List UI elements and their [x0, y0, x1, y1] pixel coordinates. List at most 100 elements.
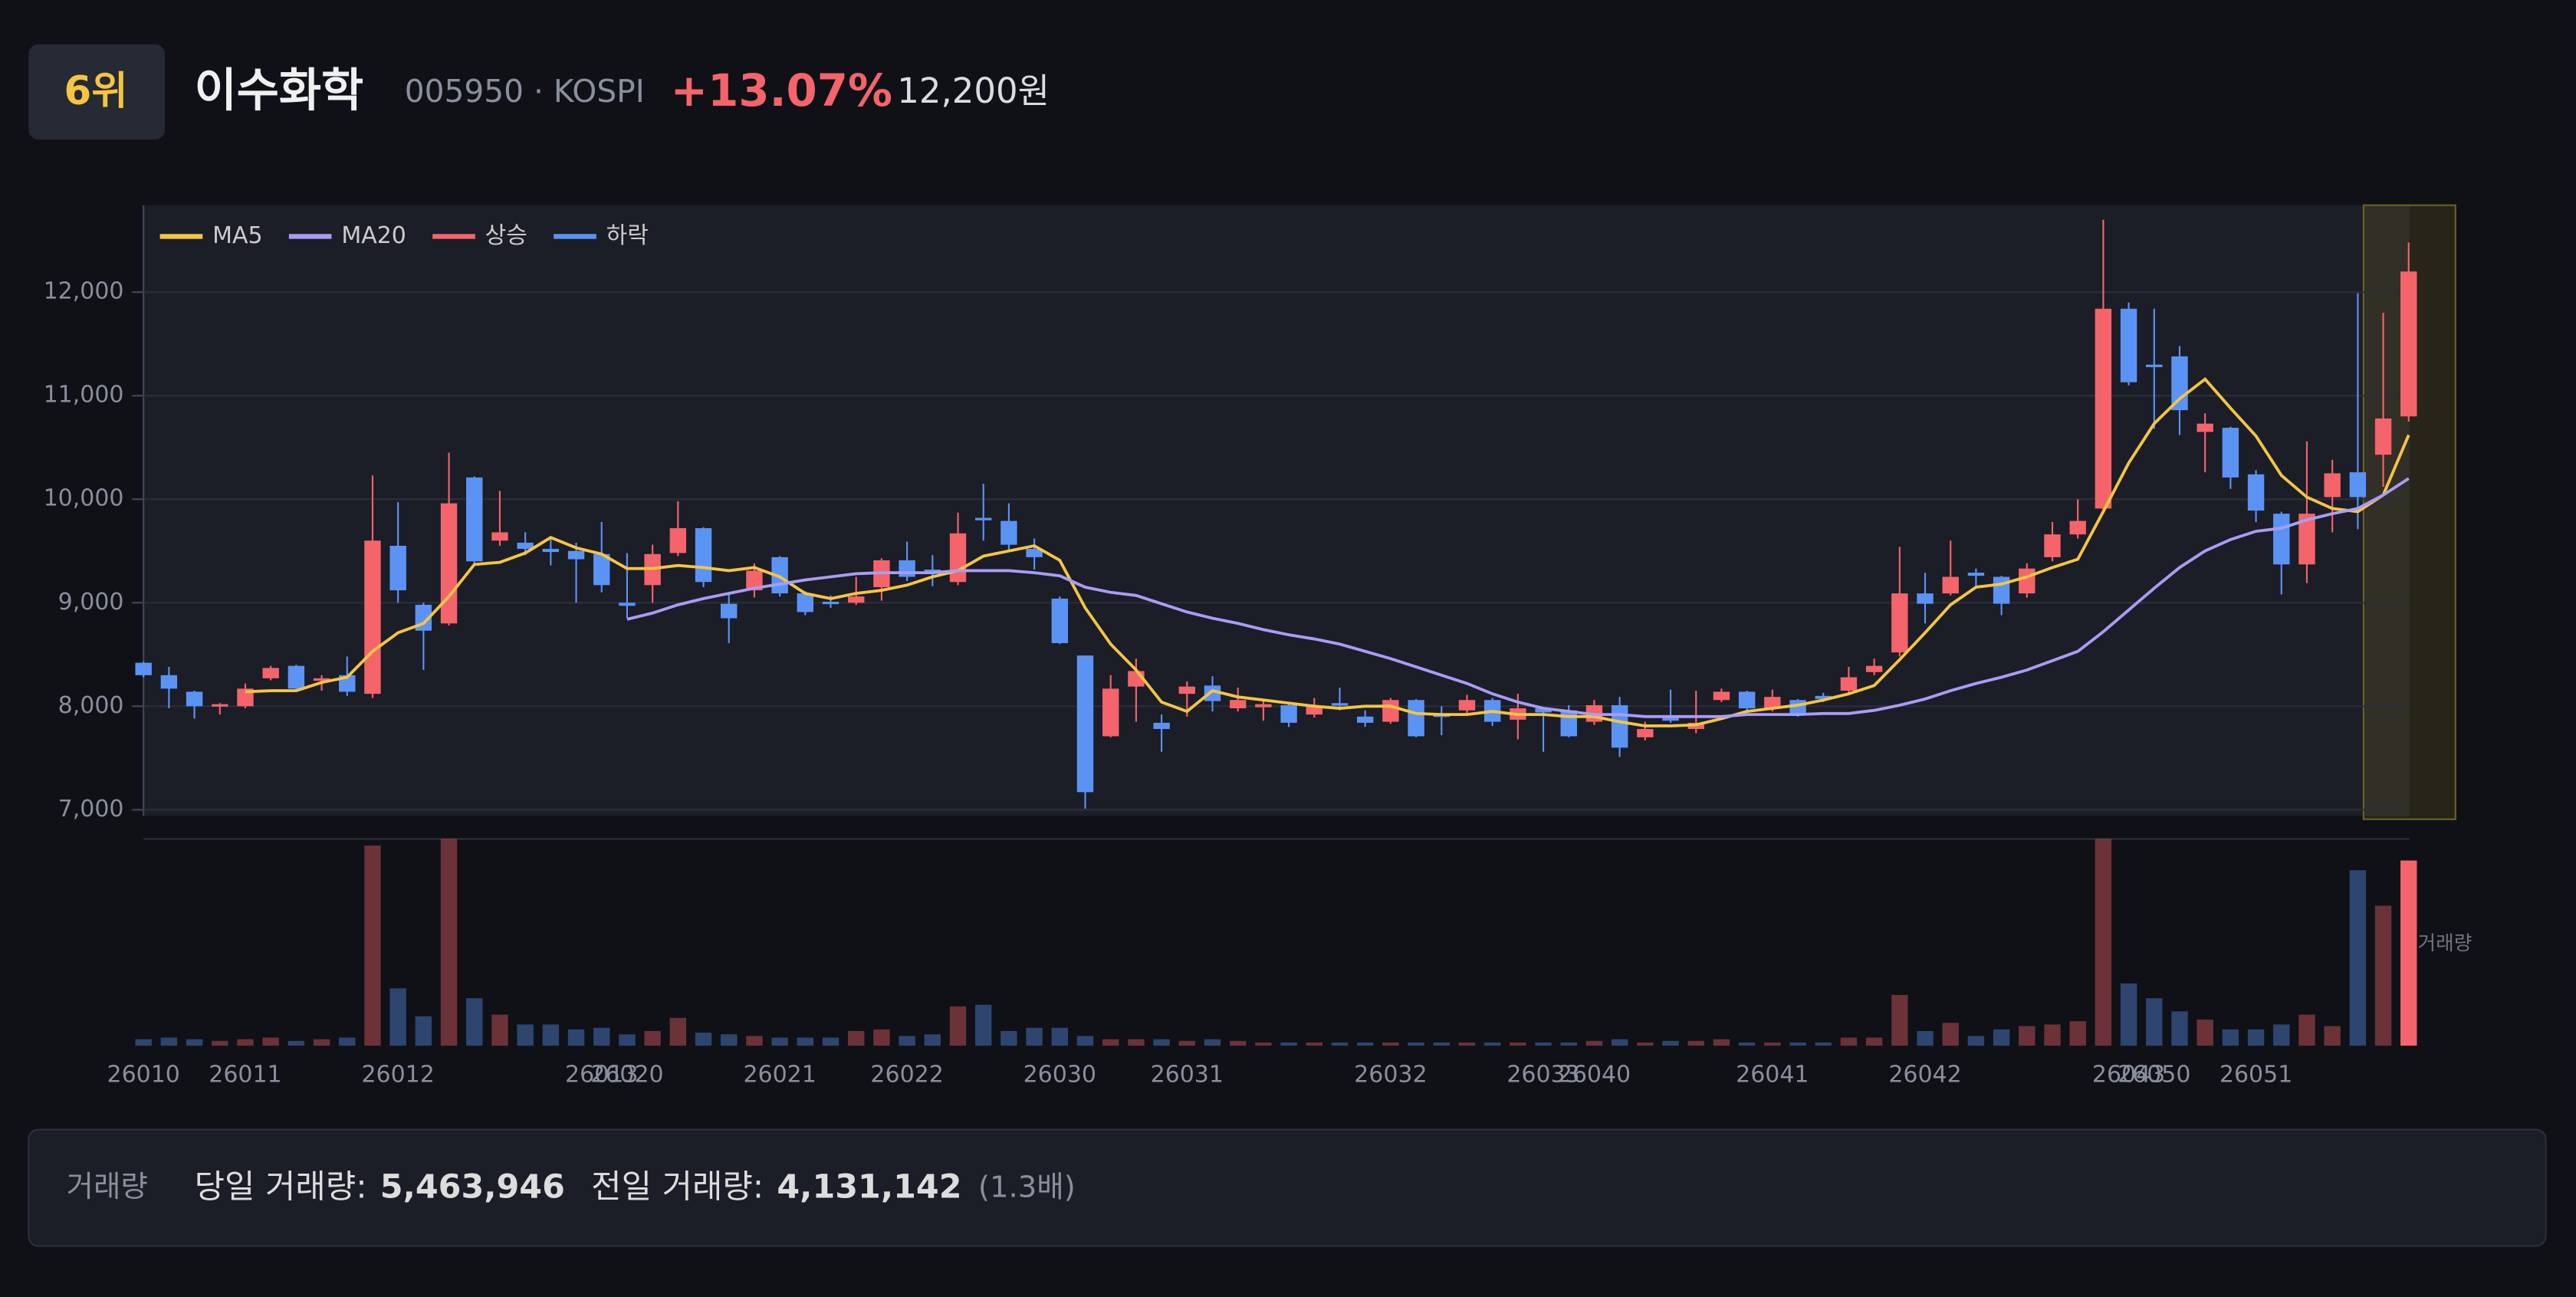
- candle-body: [2095, 308, 2112, 509]
- volume-bar: [517, 1024, 534, 1046]
- candle-body: [262, 668, 279, 678]
- volume-bar: [1204, 1039, 1221, 1046]
- grid: 7,000 8,000 9,000 10,000 11,000 12,000 26010 26…: [44, 278, 2410, 1088]
- candle-body: [1764, 697, 1781, 709]
- volume-bar: [389, 988, 406, 1046]
- candle-body: [1942, 576, 1959, 594]
- volume-bar: [924, 1034, 941, 1046]
- volume-bar: [2171, 1011, 2188, 1046]
- candle-body: [212, 704, 228, 707]
- volume-bar: [466, 998, 483, 1046]
- x-tick-label: 26033: [1506, 1061, 1579, 1088]
- volume-bar: [2400, 860, 2417, 1046]
- volume-bar: [1840, 1037, 1858, 1046]
- volume-bar: [491, 1014, 508, 1046]
- candle-body: [1535, 708, 1552, 713]
- candle-body: [2247, 474, 2265, 511]
- volume-bar: [1637, 1043, 1654, 1046]
- volume-bar: [1662, 1040, 1679, 1046]
- candle-body: [1076, 655, 1094, 793]
- volume-bar: [2095, 839, 2112, 1046]
- candle-body: [389, 546, 406, 591]
- legend: MA5 MA20 상승 하락: [159, 222, 649, 249]
- volume-bar: [313, 1039, 330, 1046]
- candle-body: [2349, 472, 2367, 497]
- stock-name: 이수화학: [195, 64, 364, 118]
- candle-body: [1840, 677, 1858, 691]
- candle-body: [619, 603, 636, 606]
- volume-label: 거래량: [2418, 932, 2472, 955]
- candle-body: [466, 477, 483, 562]
- candle-body: [1815, 695, 1832, 699]
- candle-body: [2146, 364, 2163, 367]
- x-tick-label: 26041: [1736, 1061, 1809, 1088]
- candle-body: [1178, 686, 1195, 694]
- footer-box: [28, 1128, 2547, 1247]
- volume-bar: [1102, 1039, 1119, 1046]
- volume-bar: [440, 839, 458, 1046]
- volume-bar: [644, 1031, 661, 1046]
- candle-body: [2044, 534, 2061, 557]
- candle-body: [1102, 688, 1119, 737]
- candle-body: [1611, 704, 1628, 748]
- volume-bar: [288, 1040, 305, 1046]
- volume-bar: [2349, 870, 2367, 1046]
- volume-bar: [771, 1037, 788, 1046]
- volume-bar: [746, 1036, 763, 1046]
- prev-label: 전일 거래량:: [591, 1167, 764, 1206]
- volume-bars: 거래량: [135, 839, 2472, 1046]
- candle-body: [949, 533, 967, 583]
- candle-body: [974, 517, 992, 520]
- legend-label: MA5: [212, 222, 262, 249]
- candle-body: [160, 675, 178, 689]
- volume-bar: [949, 1006, 967, 1046]
- candle-body: [822, 601, 840, 605]
- volume-bar: [1510, 1043, 1526, 1046]
- volume-bar: [262, 1037, 279, 1046]
- candle-body: [797, 593, 814, 612]
- volume-bar: [2374, 905, 2392, 1046]
- candle-body: [186, 691, 203, 707]
- volume-bar: [1153, 1039, 1170, 1046]
- footer-stats: 당일 거래량: 5,463,946 전일 거래량: 4,131,142 (1.3배): [195, 1167, 1076, 1206]
- volume-bar: [1128, 1039, 1145, 1046]
- volume-bar: [237, 1039, 254, 1046]
- y-tick-label: 8,000: [58, 692, 124, 719]
- volume-bar: [1255, 1043, 1272, 1046]
- volume-bar: [1484, 1043, 1501, 1046]
- volume-bar: [1967, 1036, 1985, 1046]
- ratio: (1.3배): [978, 1170, 1076, 1204]
- candle-body: [1408, 700, 1424, 737]
- legend-label: 하락: [606, 222, 649, 249]
- candle-body: [313, 678, 330, 681]
- stock-code: 005950 · KOSPI: [405, 73, 645, 110]
- volume-bar: [1458, 1043, 1476, 1046]
- rank: 6위: [64, 68, 128, 114]
- volume-bar: [1993, 1029, 2010, 1046]
- volume-bar: [1738, 1043, 1756, 1046]
- candle-body: [1738, 691, 1756, 709]
- candle-body: [848, 596, 865, 603]
- volume-bar: [2222, 1029, 2239, 1046]
- candle-body: [1917, 593, 1934, 604]
- price: 12,200원: [897, 71, 1050, 111]
- volume-bar: [160, 1037, 178, 1046]
- y-tick-label: 10,000: [44, 485, 124, 512]
- candle-body: [1051, 598, 1069, 643]
- volume-bar: [1917, 1031, 1934, 1046]
- x-tick-label: 26012: [361, 1061, 434, 1088]
- candle-body: [2120, 308, 2137, 383]
- candle-body: [135, 662, 152, 675]
- x-tick-label: 26040: [1558, 1061, 1631, 1088]
- volume-bar: [1891, 994, 1908, 1046]
- candle-body: [1865, 665, 1883, 672]
- x-tick-label: 26020: [590, 1061, 663, 1088]
- x-tick-label: 26042: [1888, 1061, 1961, 1088]
- candle-body: [1255, 704, 1272, 708]
- volume-bar: [212, 1040, 228, 1046]
- candles: [135, 219, 2417, 809]
- today-label: 당일 거래량:: [195, 1167, 367, 1206]
- candle-body: [440, 503, 458, 624]
